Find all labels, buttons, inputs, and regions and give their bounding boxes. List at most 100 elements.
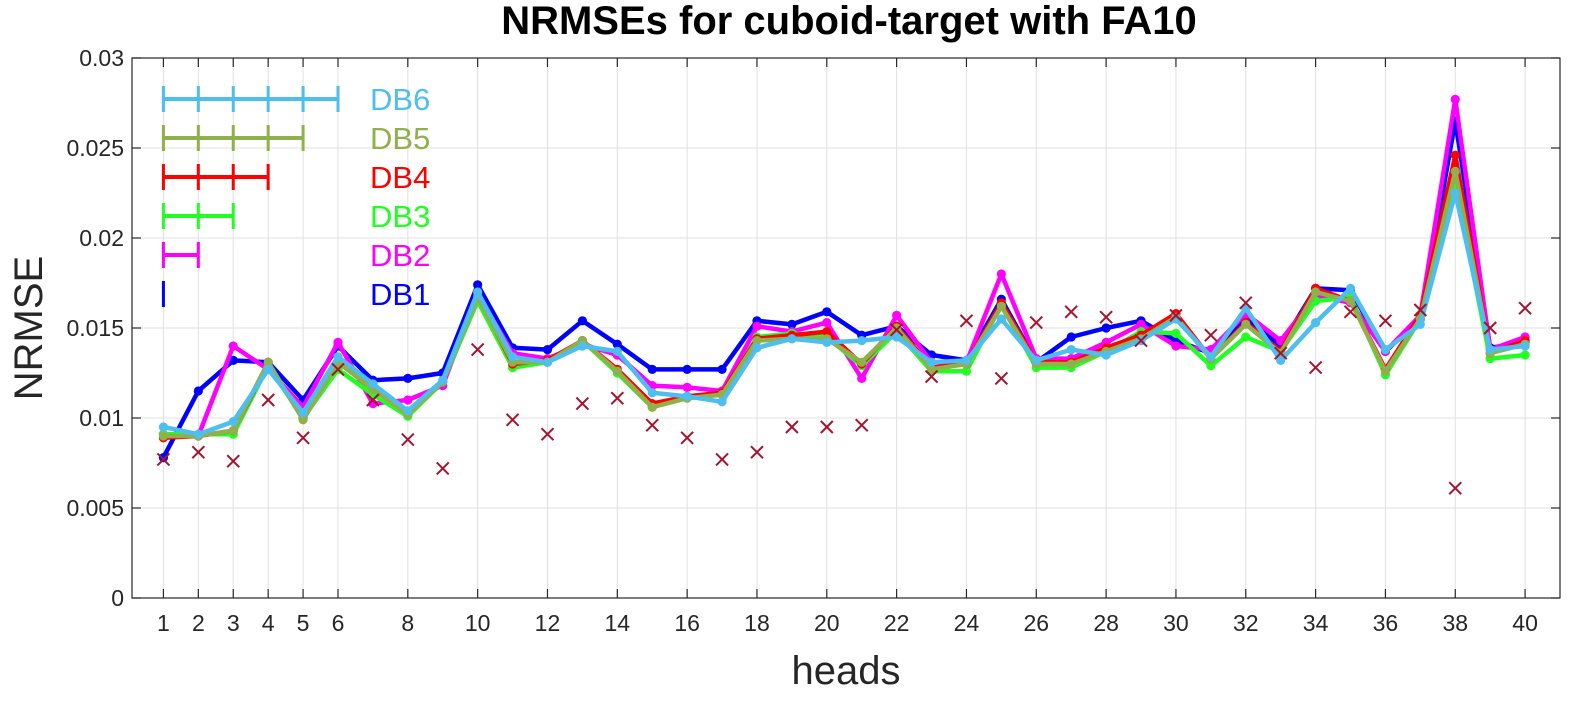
x-tick-label: 4 bbox=[262, 610, 275, 636]
x-tick-label: 16 bbox=[674, 610, 700, 636]
data-point bbox=[1450, 150, 1460, 160]
series-line-db6 bbox=[162, 190, 1526, 437]
data-point bbox=[1101, 350, 1111, 360]
data-point bbox=[333, 337, 343, 347]
x-marker bbox=[191, 445, 206, 459]
x-marker bbox=[715, 452, 729, 467]
x-marker bbox=[436, 461, 450, 476]
data-point bbox=[193, 429, 203, 439]
x-marker bbox=[1273, 346, 1288, 360]
x-marker bbox=[855, 418, 869, 432]
data-point bbox=[1031, 355, 1041, 365]
x-marker bbox=[820, 420, 834, 434]
data-point bbox=[892, 310, 902, 320]
x-marker-stroke bbox=[191, 445, 206, 459]
x-marker-stroke bbox=[1204, 328, 1218, 342]
y-axis-label: NRMSE bbox=[7, 256, 51, 400]
data-point bbox=[473, 287, 483, 297]
data-point bbox=[647, 364, 657, 374]
x-marker-stroke bbox=[156, 452, 171, 467]
data-point bbox=[403, 395, 413, 405]
data-point bbox=[1380, 366, 1391, 376]
x-marker-stroke bbox=[1134, 333, 1148, 348]
x-tick-label: 1 bbox=[157, 610, 170, 636]
y-tick-label: 0.01 bbox=[79, 405, 124, 431]
y-axis: 0 0.005 0.01 0.015 0.02 0.025 0.03 bbox=[66, 45, 1560, 611]
x-marker bbox=[1413, 303, 1428, 317]
x-marker-stroke bbox=[680, 431, 694, 445]
data-point bbox=[822, 337, 832, 347]
data-point bbox=[787, 319, 797, 329]
x-marker-stroke bbox=[1413, 303, 1428, 317]
legend-label: DB5 bbox=[370, 121, 430, 156]
x-marker-stroke bbox=[645, 418, 659, 432]
x-marker bbox=[401, 432, 415, 447]
x-marker-stroke bbox=[575, 396, 590, 411]
data-point bbox=[996, 301, 1006, 311]
data-point bbox=[1241, 332, 1251, 342]
data-point bbox=[193, 386, 203, 396]
x-marker-stroke bbox=[959, 314, 974, 328]
data-point bbox=[263, 357, 273, 367]
x-marker bbox=[1448, 481, 1462, 495]
data-point bbox=[1520, 350, 1530, 360]
legend-label: DB3 bbox=[370, 199, 430, 234]
data-point bbox=[507, 352, 518, 362]
series-line-db5 bbox=[163, 169, 1526, 439]
x-tick-label: 2 bbox=[192, 610, 205, 636]
data-point bbox=[717, 364, 727, 374]
data-point bbox=[228, 426, 238, 436]
data-point bbox=[1310, 287, 1321, 297]
x-marker-stroke bbox=[540, 427, 555, 441]
y-tick-label: 0.02 bbox=[79, 225, 124, 251]
y-tick-label: 0.025 bbox=[66, 135, 124, 161]
x-marker-stroke bbox=[366, 393, 380, 407]
x-marker bbox=[1099, 310, 1113, 324]
x-marker bbox=[331, 362, 345, 377]
data-point bbox=[1415, 319, 1425, 329]
x-marker-stroke bbox=[470, 342, 485, 357]
x-tick-label: 28 bbox=[1093, 610, 1119, 636]
legend-label: DB6 bbox=[370, 82, 430, 117]
x-marker bbox=[470, 342, 485, 357]
x-marker bbox=[296, 431, 310, 445]
x-tick-label: 38 bbox=[1442, 610, 1468, 636]
x-tick-label: 24 bbox=[954, 610, 980, 636]
data-point bbox=[1136, 319, 1146, 329]
x-marker-stroke bbox=[296, 431, 310, 445]
data-point bbox=[926, 357, 937, 367]
data-point bbox=[682, 364, 692, 374]
x-marker-stroke bbox=[785, 420, 799, 434]
x-marker bbox=[645, 418, 659, 432]
data-point bbox=[1241, 319, 1251, 329]
data-point bbox=[961, 366, 972, 376]
x-marker bbox=[226, 454, 240, 468]
data-point bbox=[1206, 352, 1216, 362]
data-point bbox=[158, 453, 169, 463]
data-point bbox=[542, 357, 553, 367]
x-marker bbox=[156, 452, 171, 467]
x-marker bbox=[505, 413, 520, 427]
x-tick-label: 12 bbox=[535, 610, 561, 636]
x-marker-stroke bbox=[401, 432, 415, 447]
x-marker-stroke bbox=[715, 452, 729, 467]
y-tick-label: 0.005 bbox=[66, 495, 124, 521]
data-point bbox=[228, 341, 238, 351]
x-marker bbox=[540, 427, 555, 441]
x-marker-stroke bbox=[261, 393, 275, 407]
x-marker bbox=[1029, 315, 1043, 330]
data-point bbox=[368, 379, 378, 389]
data-point bbox=[1450, 166, 1460, 176]
x-tick-label: 26 bbox=[1023, 610, 1049, 636]
x-tick-label: 36 bbox=[1373, 610, 1399, 636]
x-marker bbox=[1064, 305, 1078, 319]
data-point bbox=[647, 388, 657, 398]
x-markers-layer bbox=[156, 296, 1532, 495]
data-point bbox=[996, 314, 1006, 324]
data-point bbox=[787, 334, 797, 344]
data-point bbox=[717, 397, 727, 407]
data-point bbox=[1310, 318, 1321, 328]
data-point bbox=[1520, 341, 1530, 351]
